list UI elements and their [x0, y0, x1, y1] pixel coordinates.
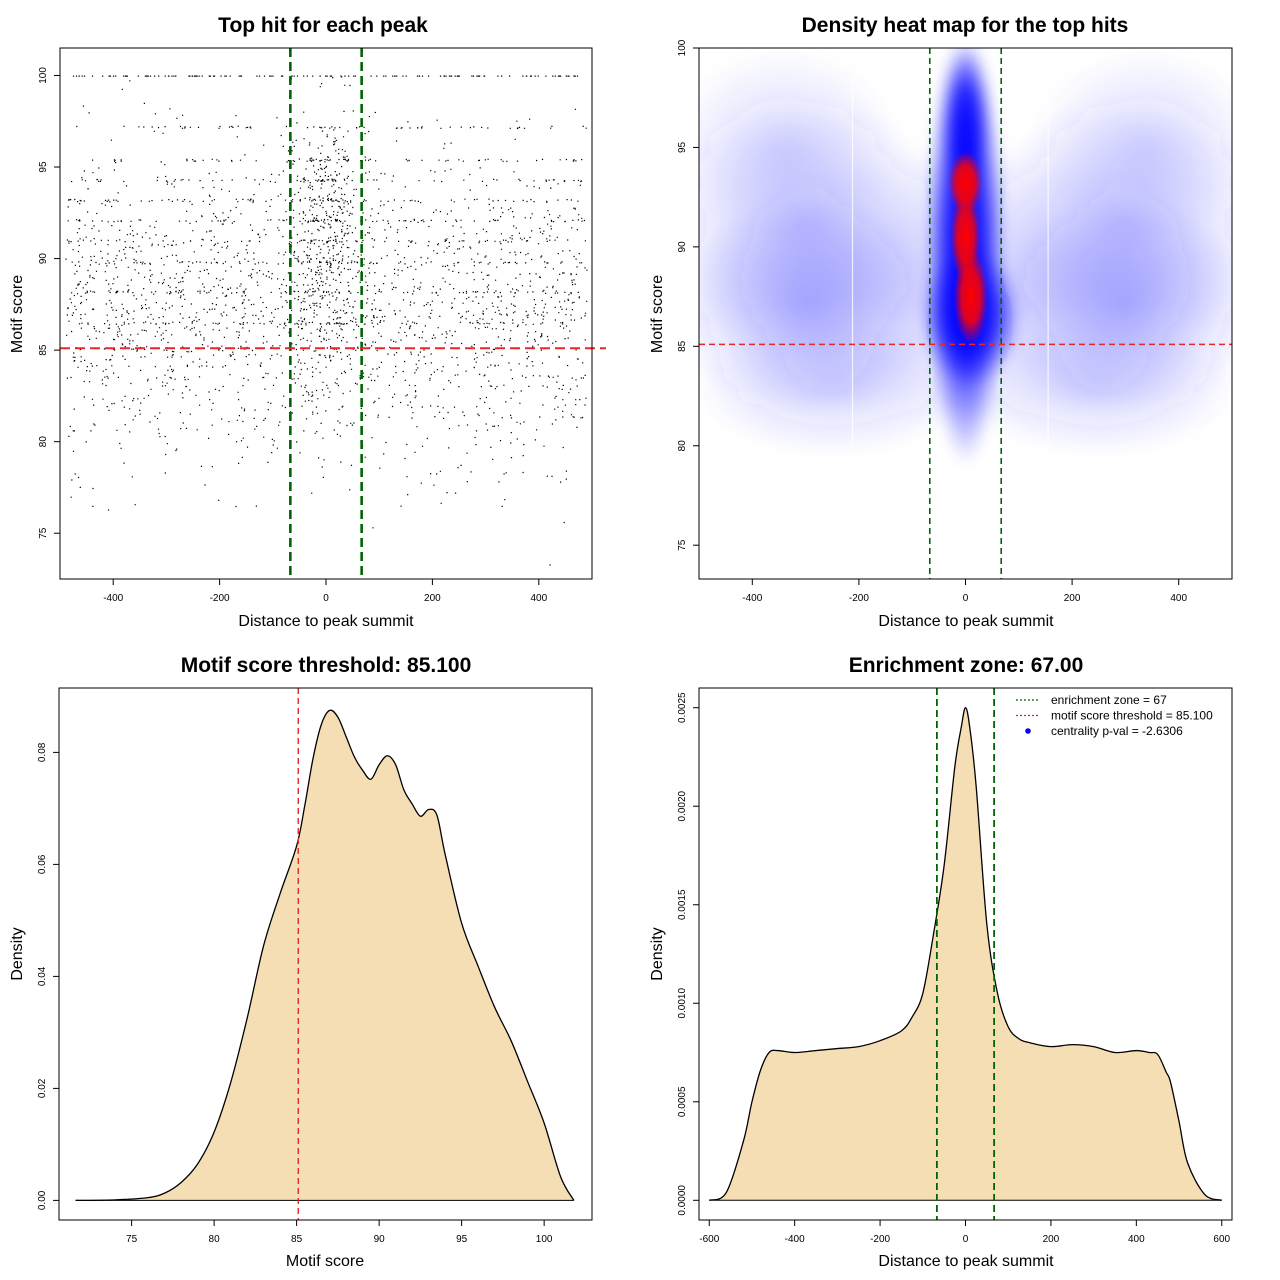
distance-density-y-tick-label: 0.0020: [677, 790, 688, 821]
distance-density-y-tick-label: 0.0000: [677, 1185, 688, 1216]
score-density-axes: 75 80 85 90 95 100 0.00 0.02 0.04 0.06 0.08: [37, 742, 553, 1245]
score-density-plot-frame: [58, 687, 593, 1221]
score-density-line: [75, 709, 575, 1202]
scatter-title: Top hit for each peak: [218, 14, 428, 37]
heatmap-x-axis-label: Distance to peak summit: [878, 613, 1054, 630]
distance-density-x-tick-label: -400: [785, 1234, 805, 1245]
score-density-x-tick-label: 75: [126, 1234, 138, 1245]
scatter-x-tick-label: -400: [103, 593, 123, 604]
scatter-x-tick-label: 0: [323, 593, 329, 604]
scatter-y-tick-label: 95: [38, 161, 49, 173]
scatter-point-cloud: [65, 75, 588, 566]
scatter-y-tick-label: 75: [38, 527, 49, 539]
score-density-x-tick-label: 95: [456, 1234, 468, 1245]
distance-density-title: Enrichment zone: 67.00: [849, 654, 1084, 677]
distance-density-y-tick-label: 0.0005: [677, 1086, 688, 1117]
score-density-x-axis-label: Motif score: [286, 1253, 364, 1270]
score-density-y-tick-label: 0.00: [37, 1190, 48, 1210]
scatter-reference-lines: [60, 48, 606, 579]
distance-density-x-axis-label: Distance to peak summit: [878, 1253, 1054, 1270]
score-density-y-tick-label: 0.02: [37, 1078, 48, 1098]
scatter-y-tick-label: 85: [38, 344, 49, 356]
legend-pval-dot: [1025, 728, 1031, 734]
panel-scatter: Top hit for each peak -400 -200 0 200 400 75 8…: [9, 14, 606, 630]
heatmap-y-axis-label: Motif score: [649, 275, 666, 353]
heatmap-title: Density heat map for the top hits: [802, 14, 1129, 37]
score-density-x-tick-label: 100: [536, 1234, 553, 1245]
distance-density-y-tick-label: 0.0010: [677, 988, 688, 1019]
distance-density-area: [709, 707, 1222, 1201]
score-density-x-tick-label: 90: [374, 1234, 386, 1245]
distance-density-curve: [708, 688, 1222, 1220]
scatter-x-axis-label: Distance to peak summit: [238, 613, 414, 630]
scatter-y-tick-label: 100: [38, 67, 49, 84]
heatmap-y-tick-label: 75: [677, 539, 688, 551]
scatter-y-tick-label: 90: [38, 253, 49, 265]
heatmap-blur-group: [699, 48, 1232, 466]
score-density-curve: [75, 688, 575, 1220]
distance-density-y-axis-label: Density: [649, 927, 666, 980]
score-density-y-tick-label: 0.04: [37, 966, 48, 986]
heatmap-x-tick-label: -200: [849, 593, 869, 604]
heatmap-y-tick-label: 100: [677, 39, 688, 56]
legend-entry-label: centrality p-val = -2.6306: [1051, 724, 1183, 738]
heatmap-hotspot: [953, 248, 988, 345]
distance-density-x-tick-label: -600: [699, 1234, 719, 1245]
distance-density-x-tick-label: -200: [870, 1234, 890, 1245]
scatter-y-tick-label: 80: [38, 436, 49, 448]
distance-density-line: [708, 707, 1222, 1201]
score-density-y-tick-label: 0.06: [37, 854, 48, 874]
heatmap-density: [699, 48, 1232, 486]
heatmap-axes: -400 -200 0 200 400 75 80 85 90 95 100: [677, 39, 1187, 604]
heatmap-y-tick-label: 95: [677, 141, 688, 153]
distance-density-x-tick-label: 400: [1128, 1234, 1145, 1245]
panel-score-density: Motif score threshold: 85.100 75 80 85 90 95…: [9, 654, 593, 1270]
scatter-plot-frame: [59, 47, 593, 580]
panel-heatmap: Density heat map for the top hits -400 -2…: [649, 14, 1233, 630]
heatmap-x-tick-label: 400: [1170, 593, 1187, 604]
score-density-y-tick-label: 0.08: [37, 742, 48, 762]
score-density-x-tick-label: 80: [209, 1234, 221, 1245]
score-density-title: Motif score threshold: 85.100: [181, 654, 472, 677]
scatter-axes: -400 -200 0 200 400 75 80 85 90 95 100: [38, 67, 548, 604]
scatter-points: [65, 75, 588, 566]
distance-density-x-tick-label: 0: [963, 1234, 969, 1245]
score-density-y-axis-label: Density: [9, 927, 26, 980]
heatmap-y-tick-label: 90: [677, 241, 688, 253]
scatter-y-axis-label: Motif score: [9, 275, 26, 353]
heatmap-y-tick-label: 85: [677, 340, 688, 352]
scatter-x-tick-label: -200: [210, 593, 230, 604]
heatmap-y-tick-label: 80: [677, 440, 688, 452]
distance-density-x-tick-label: 600: [1213, 1234, 1230, 1245]
legend-entry-label: enrichment zone = 67: [1051, 693, 1167, 707]
distance-density-y-tick-label: 0.0015: [677, 889, 688, 920]
scatter-x-tick-label: 400: [530, 593, 547, 604]
scatter-x-tick-label: 200: [424, 593, 441, 604]
heatmap-x-tick-label: 200: [1064, 593, 1081, 604]
score-density-area: [75, 710, 574, 1201]
distance-density-x-tick-label: 200: [1043, 1234, 1060, 1245]
distance-density-y-tick-label: 0.0025: [677, 692, 688, 723]
heatmap-reference-lines: [699, 48, 1232, 579]
heatmap-hotspot: [948, 151, 983, 216]
heatmap-x-tick-label: -400: [742, 593, 762, 604]
heatmap-x-tick-label: 0: [963, 593, 969, 604]
score-density-x-tick-label: 85: [291, 1234, 303, 1245]
distance-density-axes: -600 -400 -200 0 200 400 600 0.0000 0.0005 0.0010…: [677, 692, 1231, 1245]
distance-density-legend: enrichment zone = 67 motif score threshol…: [1016, 693, 1213, 738]
panel-distance-density: Enrichment zone: 67.00 -600 -400 -200 0 200 4…: [649, 654, 1233, 1270]
legend-entry-label: motif score threshold = 85.100: [1051, 709, 1213, 723]
